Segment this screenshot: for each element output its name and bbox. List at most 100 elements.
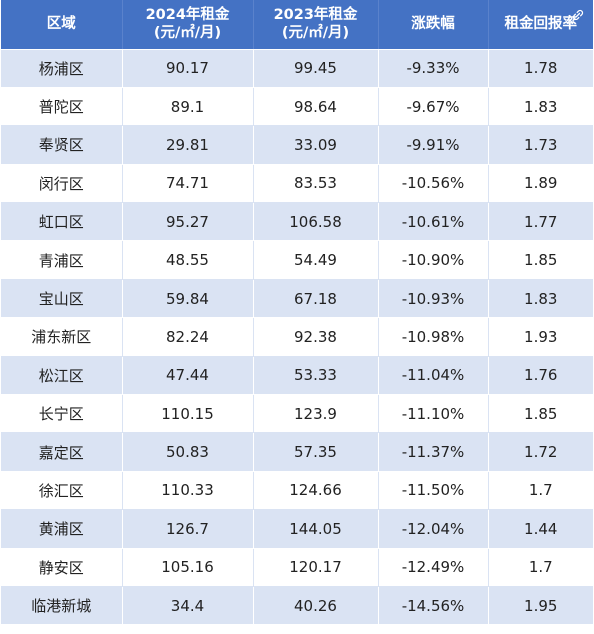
- cell-rent-2023: 120.17: [253, 548, 379, 587]
- table-row: 静安区 105.16 120.17 -12.49% 1.7: [1, 548, 593, 587]
- cell-change: -10.61%: [378, 202, 489, 242]
- header-rent-2024-title: 2024年租金: [145, 7, 230, 24]
- cell-change: -10.56%: [378, 164, 489, 204]
- table-row: 杨浦区 90.17 99.45 -9.33% 1.78: [1, 49, 593, 88]
- cell-rent-2023: 83.53: [253, 164, 379, 204]
- cell-rent-2024: 48.55: [122, 240, 254, 280]
- table-row: 普陀区 89.1 98.64 -9.67% 1.83: [1, 87, 593, 127]
- cell-region: 宝山区: [1, 279, 123, 319]
- table-row: 虹口区 95.27 106.58 -10.61% 1.77: [1, 202, 593, 242]
- table-body: 杨浦区 90.17 99.45 -9.33% 1.78 普陀区 89.1 98.…: [1, 49, 593, 626]
- table-row: 松江区 47.44 53.33 -11.04% 1.76: [1, 356, 593, 396]
- cell-yield: 1.44: [488, 509, 593, 549]
- cell-region: 虹口区: [1, 202, 123, 242]
- table-row: 浦东新区 82.24 92.38 -10.98% 1.93: [1, 317, 593, 357]
- cell-yield: 1.83: [488, 87, 593, 127]
- cell-region: 普陀区: [1, 87, 123, 127]
- table-row: 长宁区 110.15 123.9 -11.10% 1.85: [1, 394, 593, 434]
- cell-rent-2024: 95.27: [122, 202, 254, 242]
- header-change-label: 涨跌幅: [411, 16, 455, 33]
- header-rent-2023: 2023年租金 (元/㎡/月): [253, 0, 379, 50]
- cell-yield: 1.83: [488, 279, 593, 319]
- cell-yield: 1.76: [488, 356, 593, 396]
- cell-region: 青浦区: [1, 240, 123, 280]
- cell-rent-2023: 33.09: [253, 125, 379, 165]
- cell-change: -11.04%: [378, 356, 489, 396]
- table-row: 闵行区 74.71 83.53 -10.56% 1.89: [1, 164, 593, 204]
- cell-rent-2023: 144.05: [253, 509, 379, 549]
- cell-change: -9.67%: [378, 87, 489, 127]
- cell-rent-2024: 90.17: [122, 49, 254, 88]
- table-header-row: 区域 2024年租金 (元/㎡/月) 2023年租金 (元/㎡/月) 涨跌幅 租…: [1, 0, 593, 50]
- table-row: 青浦区 48.55 54.49 -10.90% 1.85: [1, 240, 593, 280]
- header-rent-2024: 2024年租金 (元/㎡/月): [122, 0, 254, 50]
- header-rent-2024-unit: (元/㎡/月): [153, 25, 222, 42]
- cell-change: -10.93%: [378, 279, 489, 319]
- table-row: 黄浦区 126.7 144.05 -12.04% 1.44: [1, 509, 593, 549]
- cell-yield: 1.95: [488, 586, 593, 626]
- cell-region: 静安区: [1, 548, 123, 587]
- cell-region: 闵行区: [1, 164, 123, 204]
- header-yield-label: 租金回报率: [504, 16, 578, 33]
- cell-rent-2024: 110.33: [122, 471, 254, 511]
- cell-change: -9.33%: [378, 49, 489, 88]
- cell-rent-2024: 47.44: [122, 356, 254, 396]
- cell-rent-2024: 34.4: [122, 586, 254, 626]
- cell-region: 嘉定区: [1, 432, 123, 472]
- cell-region: 杨浦区: [1, 49, 123, 88]
- link-icon[interactable]: [572, 9, 584, 21]
- cell-region: 奉贤区: [1, 125, 123, 165]
- cell-region: 松江区: [1, 356, 123, 396]
- cell-change: -12.49%: [378, 548, 489, 587]
- table-row: 宝山区 59.84 67.18 -10.93% 1.83: [1, 279, 593, 319]
- cell-rent-2024: 126.7: [122, 509, 254, 549]
- cell-change: -9.91%: [378, 125, 489, 165]
- header-rent-2023-title: 2023年租金: [273, 7, 358, 24]
- cell-rent-2024: 110.15: [122, 394, 254, 434]
- table-row: 临港新城 34.4 40.26 -14.56% 1.95: [1, 586, 593, 626]
- cell-yield: 1.93: [488, 317, 593, 357]
- cell-rent-2024: 74.71: [122, 164, 254, 204]
- cell-region: 临港新城: [1, 586, 123, 626]
- cell-yield: 1.73: [488, 125, 593, 165]
- header-region-label: 区域: [46, 16, 76, 33]
- cell-yield: 1.72: [488, 432, 593, 472]
- table-row: 徐汇区 110.33 124.66 -11.50% 1.7: [1, 471, 593, 511]
- cell-yield: 1.85: [488, 394, 593, 434]
- cell-change: -14.56%: [378, 586, 489, 626]
- cell-yield: 1.89: [488, 164, 593, 204]
- cell-change: -11.37%: [378, 432, 489, 472]
- cell-change: -11.10%: [378, 394, 489, 434]
- cell-rent-2024: 29.81: [122, 125, 254, 165]
- cell-yield: 1.7: [488, 471, 593, 511]
- cell-region: 徐汇区: [1, 471, 123, 511]
- cell-region: 浦东新区: [1, 317, 123, 357]
- cell-region: 长宁区: [1, 394, 123, 434]
- cell-rent-2023: 106.58: [253, 202, 379, 242]
- table-row: 嘉定区 50.83 57.35 -11.37% 1.72: [1, 432, 593, 472]
- cell-region: 黄浦区: [1, 509, 123, 549]
- cell-yield: 1.7: [488, 548, 593, 587]
- cell-rent-2023: 67.18: [253, 279, 379, 319]
- cell-rent-2023: 98.64: [253, 87, 379, 127]
- cell-rent-2024: 59.84: [122, 279, 254, 319]
- cell-rent-2023: 53.33: [253, 356, 379, 396]
- cell-rent-2023: 124.66: [253, 471, 379, 511]
- cell-rent-2023: 123.9: [253, 394, 379, 434]
- cell-rent-2024: 105.16: [122, 548, 254, 587]
- header-change: 涨跌幅: [378, 0, 489, 50]
- cell-rent-2024: 50.83: [122, 432, 254, 472]
- cell-change: -10.90%: [378, 240, 489, 280]
- cell-change: -10.98%: [378, 317, 489, 357]
- cell-rent-2023: 54.49: [253, 240, 379, 280]
- header-yield: 租金回报率: [488, 0, 593, 50]
- cell-yield: 1.77: [488, 202, 593, 242]
- cell-yield: 1.85: [488, 240, 593, 280]
- cell-change: -11.50%: [378, 471, 489, 511]
- cell-rent-2023: 57.35: [253, 432, 379, 472]
- cell-yield: 1.78: [488, 49, 593, 88]
- header-region: 区域: [1, 0, 123, 50]
- cell-rent-2024: 89.1: [122, 87, 254, 127]
